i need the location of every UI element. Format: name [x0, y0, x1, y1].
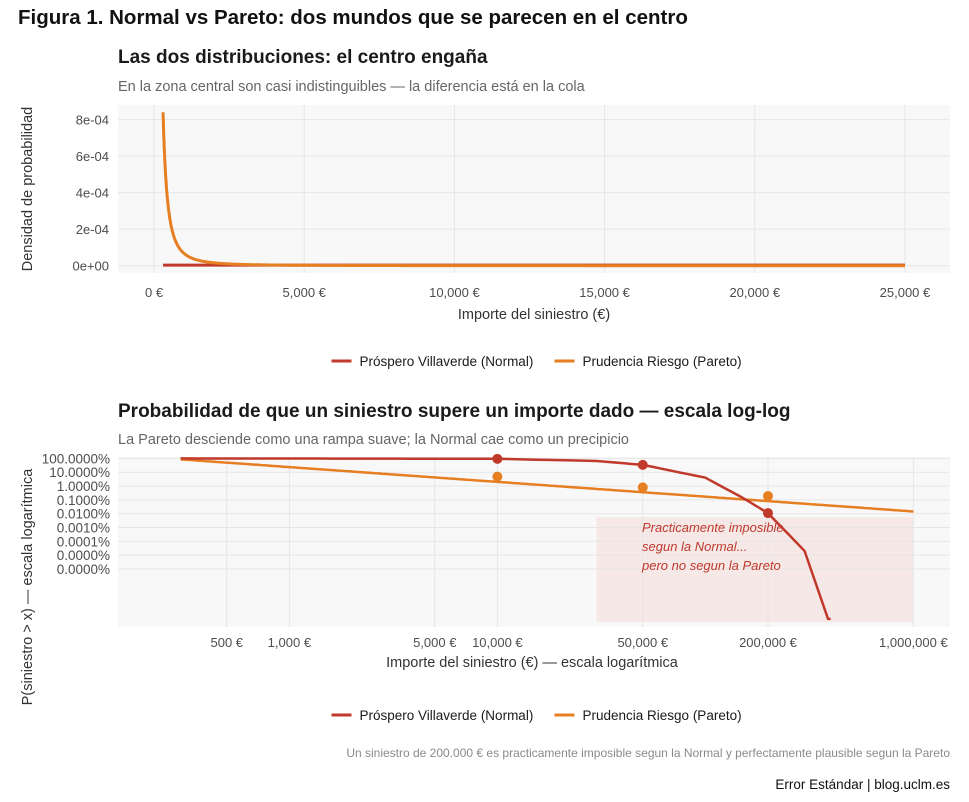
- x-tick-label: 15,000 €: [579, 285, 630, 300]
- annotation-text: pero no segun la Pareto: [641, 558, 781, 573]
- x-axis-title: Importe del siniestro (€): [458, 307, 610, 323]
- marker-normal: [762, 508, 773, 519]
- x-tick-label: 5,000 €: [413, 635, 457, 650]
- annotation-text: Practicamente imposible: [642, 520, 784, 535]
- y-tick-label: 0e+00: [72, 259, 109, 274]
- x-tick-label: 500 €: [210, 635, 243, 650]
- y-tick-label: 0.1000%: [57, 493, 110, 508]
- series-line-pareto: [161, 112, 905, 268]
- plot-panel: [118, 105, 950, 273]
- y-tick-label: 0.0001%: [57, 534, 110, 549]
- y-tick-label: 1.0000%: [57, 479, 110, 494]
- y-tick-label: 6e-04: [76, 149, 109, 164]
- marker-normal: [492, 453, 503, 464]
- x-tick-label: 1,000 €: [268, 635, 312, 650]
- marker-pareto: [762, 490, 773, 501]
- chart2-survival-loglog: 500 € 1,000 € 5,000 € 10,000 € 50,000 € 200,0…: [20, 451, 950, 723]
- marker-normal: [637, 459, 648, 470]
- chart1-density: 0 € 5,000 € 10,000 € 15,000 € 20,000 € 25,000…: [20, 105, 950, 369]
- legend-label-pareto: Prudencia Riesgo (Pareto): [583, 354, 742, 369]
- annotation-text: segun la Normal...: [642, 539, 748, 554]
- legend-label-normal: Próspero Villaverde (Normal): [360, 708, 534, 723]
- x-tick-label: 1,000,000 €: [879, 635, 948, 650]
- x-tick-label: 5,000 €: [283, 285, 327, 300]
- x-tick-label: 0 €: [145, 285, 164, 300]
- y-tick-label: 8e-04: [76, 113, 109, 128]
- figure-title: Figura 1. Normal vs Pareto: dos mundos q…: [18, 6, 688, 29]
- x-axis-title: Importe del siniestro (€) — escala logar…: [386, 655, 679, 671]
- chart2-subtitle: La Pareto desciende como una rampa suave…: [118, 432, 629, 448]
- marker-pareto: [492, 471, 503, 482]
- y-tick-label: 0.0010%: [57, 520, 110, 535]
- marker-pareto: [637, 482, 648, 493]
- y-tick-label: 2e-04: [76, 222, 109, 237]
- y-tick-label: 0.0000%: [57, 548, 110, 563]
- x-tick-label: 25,000 €: [880, 285, 931, 300]
- legend-label-normal: Próspero Villaverde (Normal): [360, 354, 534, 369]
- annotation-region: [596, 517, 914, 622]
- y-axis-title: P(siniestro > x) — escala logarítmica: [20, 468, 36, 705]
- legend-label-pareto: Prudencia Riesgo (Pareto): [583, 708, 742, 723]
- x-tick-label: 200,000 €: [739, 635, 798, 650]
- footnote: Un siniestro de 200.000 € es practicamen…: [346, 746, 950, 760]
- x-tick-label: 20,000 €: [729, 285, 780, 300]
- x-tick-label: 50,000 €: [617, 635, 668, 650]
- series-line-pareto: [180, 458, 914, 513]
- chart2-title: Probabilidad de que un siniestro supere …: [118, 401, 791, 422]
- chart1-title: Las dos distribuciones: el centro engaña: [118, 47, 488, 68]
- x-tick-label: 10,000 €: [472, 635, 523, 650]
- y-tick-label: 0.0100%: [57, 507, 110, 522]
- y-tick-label: 100.0000%: [42, 451, 110, 466]
- y-axis-title: Densidad de probabilidad: [20, 107, 36, 271]
- y-tick-label: 0.0000%: [57, 562, 110, 577]
- y-tick-label: 4e-04: [76, 186, 109, 201]
- series-line-normal: [180, 457, 831, 621]
- credit: Error Estándar | blog.uclm.es: [775, 777, 950, 792]
- y-tick-label: 10.0000%: [49, 465, 110, 480]
- x-tick-label: 10,000 €: [429, 285, 480, 300]
- chart1-subtitle: En la zona central son casi indistinguib…: [118, 79, 585, 95]
